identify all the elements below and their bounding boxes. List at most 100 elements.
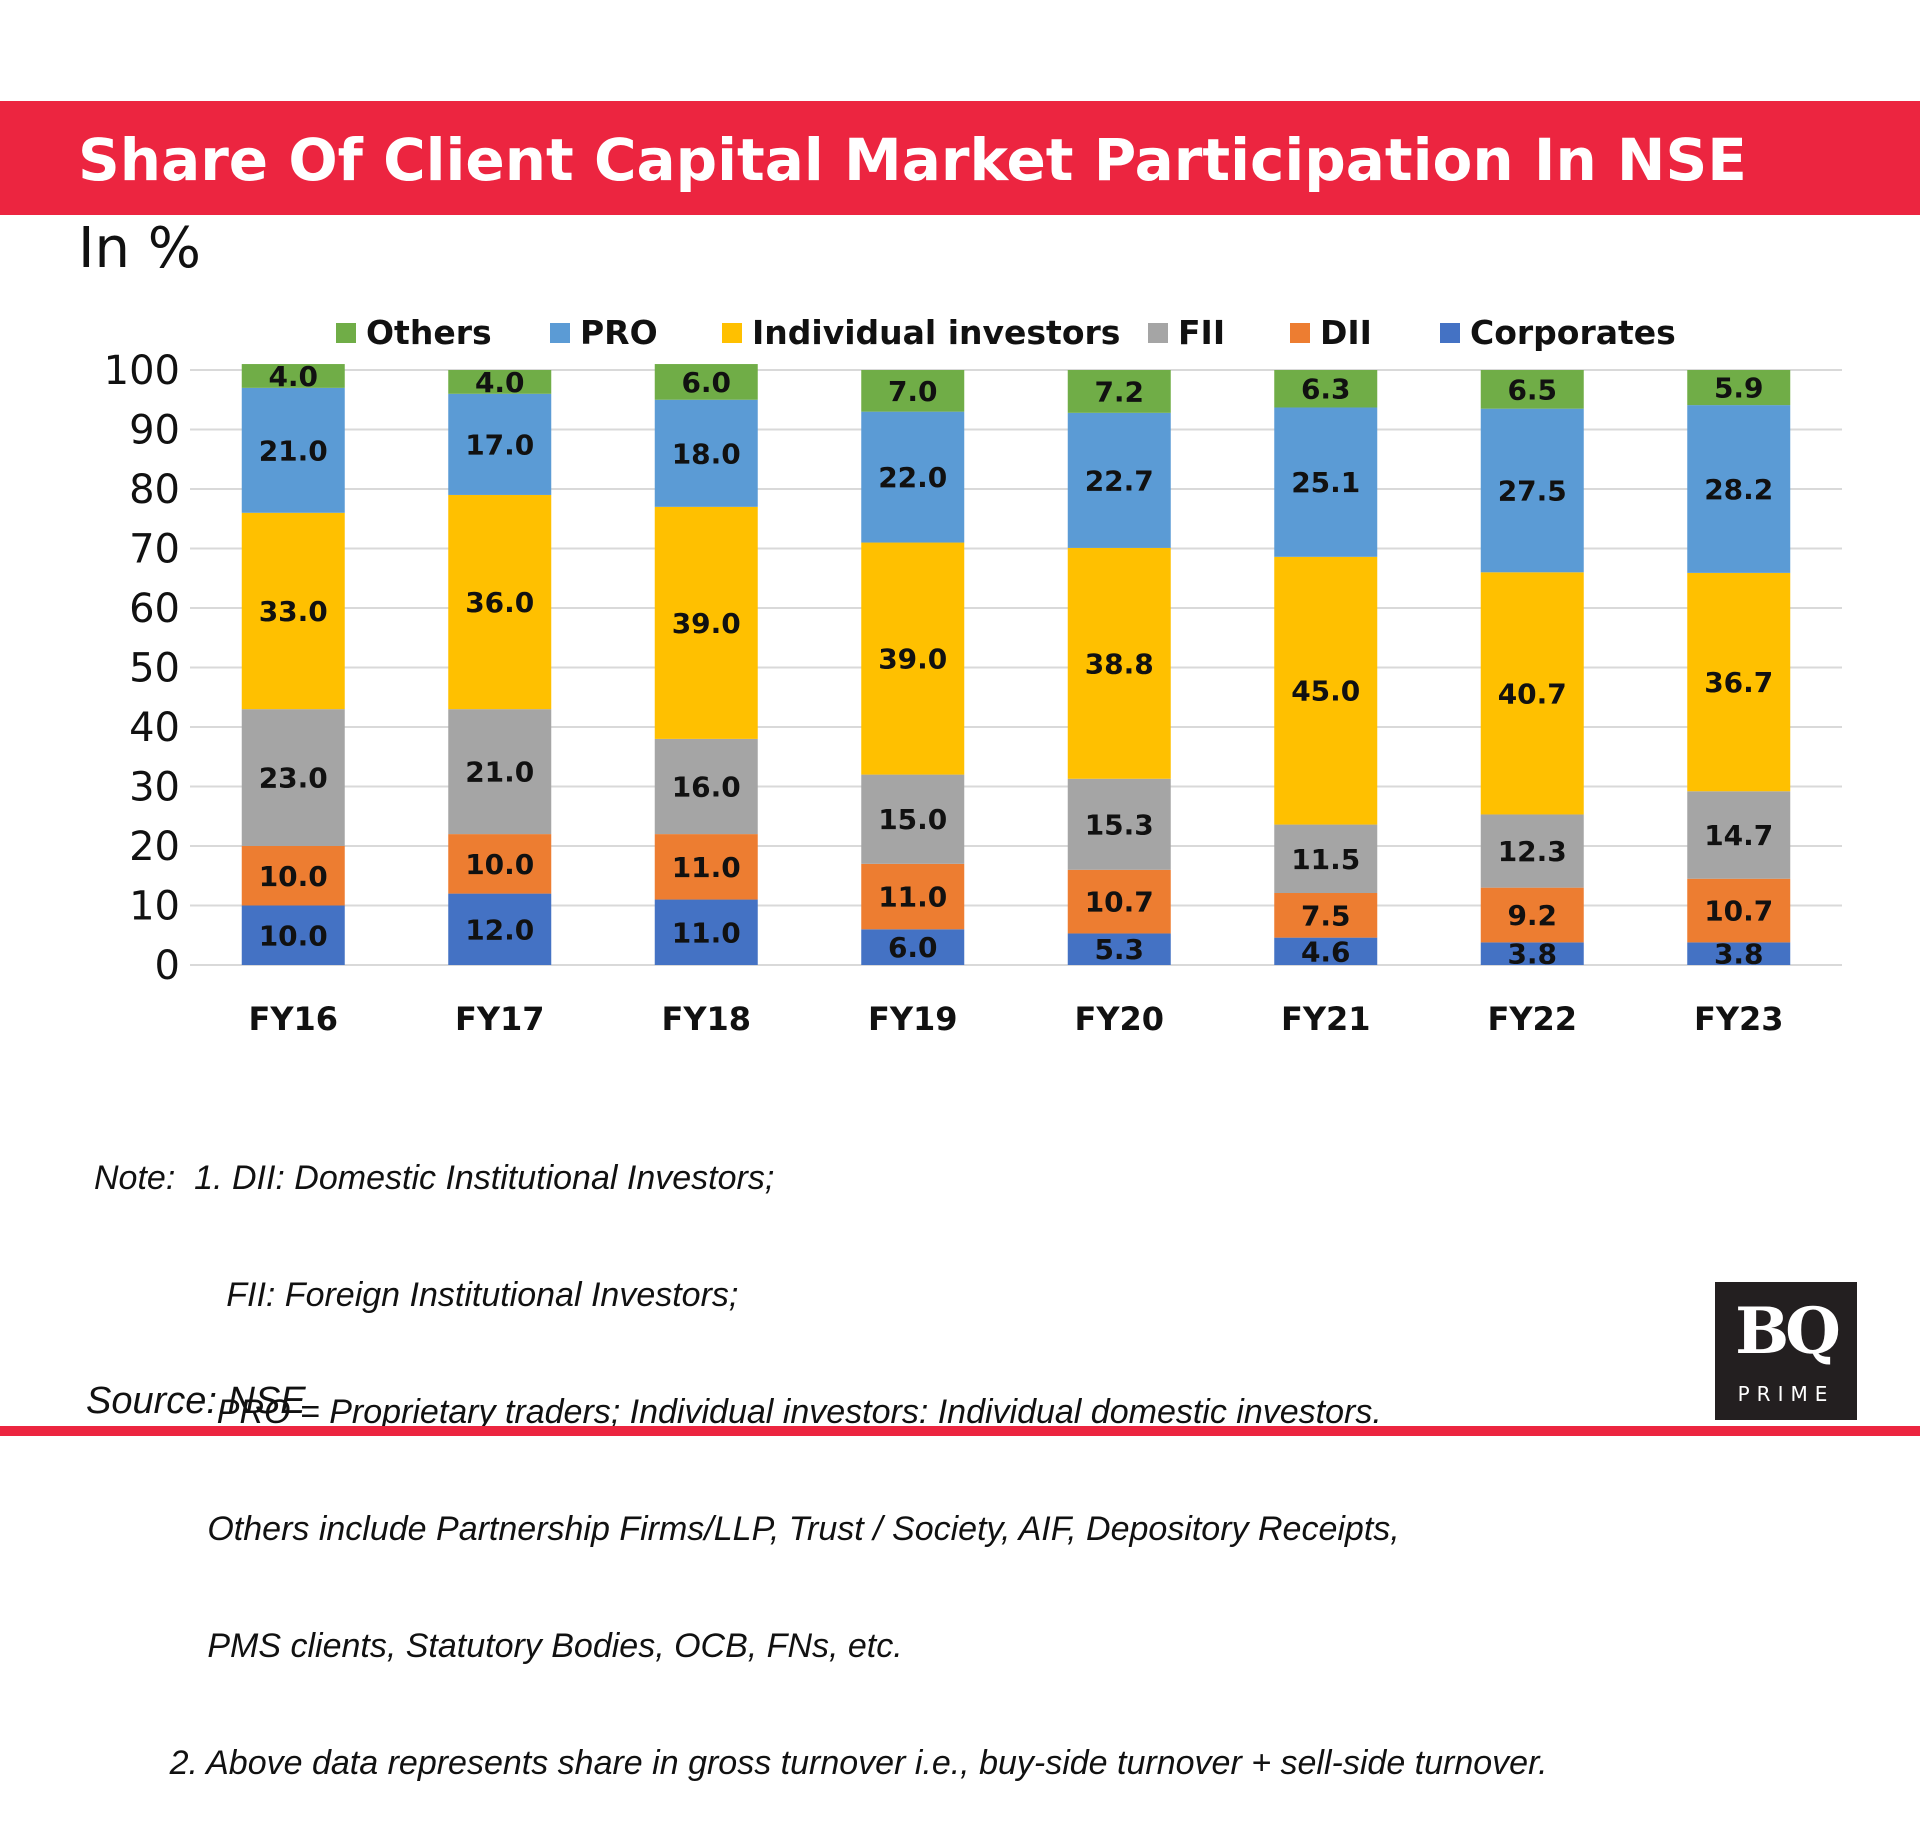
bar-segment: [1480, 942, 1584, 965]
legend-label: Corporates: [1470, 313, 1676, 352]
bar-segment: [1687, 405, 1791, 573]
bar-segment: [241, 905, 345, 965]
data-label: 39.0: [672, 607, 741, 640]
note-line: PMS clients, Statutory Bodies, OCB, FNs,…: [94, 1627, 903, 1665]
bar-segment: [241, 709, 345, 846]
data-label: 3.8: [1714, 938, 1764, 971]
legend-label: FII: [1178, 313, 1225, 352]
bar-segment: [448, 709, 552, 835]
data-label: 12.0: [465, 913, 534, 946]
data-label: 4.6: [1301, 935, 1351, 968]
bar-segment: [861, 411, 965, 543]
x-tick-label: FY19: [868, 1000, 958, 1038]
y-tick-label: 50: [129, 646, 180, 692]
y-tick-label: 10: [129, 884, 180, 930]
data-label: 36.7: [1704, 666, 1773, 699]
bar-segment: [1687, 370, 1791, 406]
data-label: 7.0: [888, 375, 938, 408]
y-tick-label: 100: [104, 348, 180, 394]
y-tick-label: 80: [129, 467, 180, 513]
bar-segment: [1067, 933, 1171, 965]
data-label: 28.2: [1704, 473, 1773, 506]
data-label: 27.5: [1498, 474, 1567, 507]
unit-label: In %: [78, 216, 202, 281]
x-tick-label: FY21: [1281, 1000, 1371, 1038]
data-label: 11.0: [672, 916, 741, 949]
legend-label: Individual investors: [752, 313, 1120, 352]
bar-segment: [1274, 370, 1378, 408]
data-label: 21.0: [259, 434, 328, 467]
data-label: 38.8: [1085, 647, 1154, 680]
data-label: 11.0: [672, 851, 741, 884]
bar-segment: [1067, 412, 1171, 548]
data-label: 15.3: [1085, 808, 1154, 841]
bar-segment: [448, 370, 552, 394]
data-label: 7.5: [1301, 899, 1351, 932]
bar-segment: [241, 846, 345, 906]
data-label: 39.0: [878, 643, 947, 676]
bar-segment: [861, 863, 965, 930]
data-label: 6.0: [681, 366, 731, 399]
legend-swatch: [336, 323, 356, 343]
y-tick-label: 70: [129, 527, 180, 573]
bar-segment: [1480, 370, 1584, 409]
bar-segment: [1480, 887, 1584, 943]
source-label: Source: NSE: [86, 1380, 306, 1422]
notes-block: Note: 1. DII: Domestic Institutional Inv…: [94, 1081, 1548, 1822]
x-tick-label: FY20: [1074, 1000, 1164, 1038]
bar-segment: [654, 364, 758, 400]
legend-swatch: [1290, 323, 1310, 343]
bar-segment: [654, 399, 758, 507]
note-line: 2. Above data represents share in gross …: [94, 1744, 1548, 1782]
data-label: 10.0: [259, 860, 328, 893]
data-label: 5.3: [1094, 933, 1144, 966]
bar-segment: [448, 834, 552, 894]
data-label: 36.0: [465, 586, 534, 619]
data-label: 18.0: [672, 437, 741, 470]
data-label: 4.0: [268, 360, 318, 393]
data-label: 6.5: [1507, 373, 1557, 406]
note-line: Note: 1. DII: Domestic Institutional Inv…: [94, 1159, 775, 1197]
note-line: PRO = Proprietary traders; Individual in…: [94, 1393, 1382, 1431]
data-label: 40.7: [1498, 677, 1567, 710]
bar-segment: [1687, 878, 1791, 943]
bar-segment: [1067, 778, 1171, 870]
data-label: 33.0: [259, 595, 328, 628]
bar-segment: [861, 370, 965, 412]
bar-segment: [241, 364, 345, 388]
bar-segment: [1480, 814, 1584, 888]
data-label: 11.5: [1291, 843, 1360, 876]
bar-segment: [1274, 556, 1378, 825]
bq-prime-logo: BQ PRIME: [1715, 1282, 1857, 1420]
y-tick-label: 20: [129, 824, 180, 870]
x-tick-label: FY18: [661, 1000, 751, 1038]
bar-segment: [861, 542, 965, 775]
bar-segment: [654, 899, 758, 965]
bar-segment: [1067, 370, 1171, 413]
data-label: 6.3: [1301, 373, 1351, 406]
data-label: 3.8: [1507, 938, 1557, 971]
data-label: 7.2: [1094, 375, 1144, 408]
bar-segment: [654, 506, 758, 739]
data-label: 45.0: [1291, 675, 1360, 708]
x-tick-label: FY16: [248, 1000, 338, 1038]
page-title: Share Of Client Capital Market Participa…: [78, 126, 1747, 194]
data-label: 10.7: [1704, 895, 1773, 928]
bar-segment: [1687, 791, 1791, 879]
bar-segment: [1687, 942, 1791, 965]
legend-label: PRO: [580, 313, 658, 352]
data-label: 5.9: [1714, 372, 1764, 405]
data-label: 10.0: [259, 919, 328, 952]
data-label: 14.7: [1704, 819, 1773, 852]
bar-segment: [654, 738, 758, 835]
legend-swatch: [1440, 323, 1460, 343]
bar-segment: [1480, 572, 1584, 815]
bar-segment: [448, 393, 552, 495]
bottom-bar: [0, 1426, 1920, 1436]
y-tick-label: 90: [129, 408, 180, 454]
title-banner: [0, 101, 1920, 215]
data-label: 25.1: [1291, 466, 1360, 499]
logo-text: BQ: [1735, 1294, 1841, 1369]
bar-segment: [1067, 869, 1171, 934]
x-tick-label: FY22: [1487, 1000, 1577, 1038]
